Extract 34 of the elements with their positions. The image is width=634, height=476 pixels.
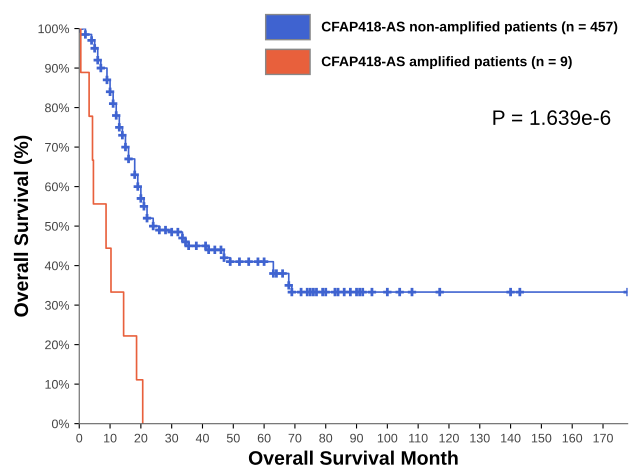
y-tick-label: 50% <box>45 222 70 231</box>
x-tick-label: 120 <box>439 434 459 443</box>
x-tick-label: 60 <box>258 434 271 443</box>
x-tick-label: 40 <box>196 434 209 443</box>
y-tick-label: 30% <box>44 300 70 310</box>
y-tick-label: 70% <box>45 142 70 152</box>
x-tick-label: 110 <box>409 434 428 443</box>
x-tick-label: 0 <box>76 434 82 443</box>
y-axis-title: Overall Survival (%) <box>14 136 32 317</box>
annotation: P = 1.639e-6 <box>493 110 610 126</box>
y-tick-label: 100% <box>38 24 70 34</box>
legend-label: CFAP418-AS amplified patients (n = 9) <box>322 56 572 70</box>
x-tick-label: 10 <box>104 434 117 443</box>
y-tick-label: 80% <box>45 103 70 112</box>
x-tick-label: 170 <box>594 434 613 443</box>
x-tick-label: 140 <box>501 434 521 443</box>
x-axis-title: Overall Survival Month <box>248 450 458 465</box>
y-tick-label: 60% <box>45 182 70 192</box>
x-tick-label: 90 <box>350 434 363 443</box>
x-tick-label: 50 <box>226 434 240 443</box>
y-tick-label: 0% <box>52 419 70 428</box>
x-tick-label: 30 <box>165 434 178 443</box>
legend-label: CFAP418-AS non-amplified patients (n = 457) <box>322 21 618 34</box>
x-tick-label: 160 <box>562 434 582 443</box>
y-tick-label: 20% <box>45 340 70 350</box>
x-tick-label: 70 <box>288 434 302 443</box>
x-tick-label: 20 <box>134 434 148 443</box>
x-tick-label: 100 <box>378 434 398 443</box>
y-tick-label: 40% <box>44 261 70 270</box>
y-tick-label: 10% <box>45 380 70 389</box>
x-tick-label: 130 <box>470 434 490 443</box>
y-tick-label: 90% <box>45 64 70 73</box>
x-tick-label: 150 <box>532 434 552 443</box>
x-tick-label: 80 <box>319 434 332 443</box>
